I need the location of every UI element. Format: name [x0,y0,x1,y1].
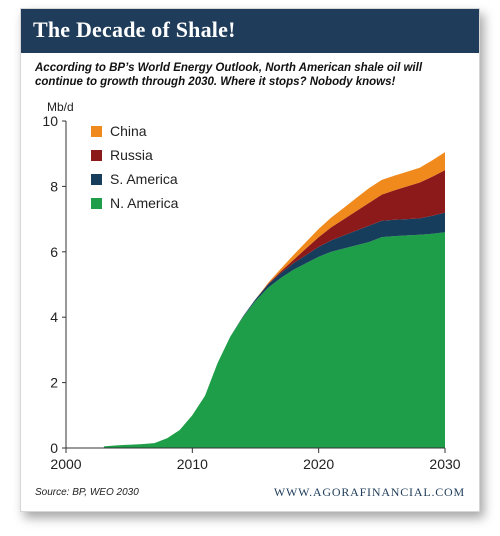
title-banner: The Decade of Shale! [21,9,479,53]
y-tick-label: 4 [50,309,58,325]
legend-label: Russia [110,147,153,163]
area-series-n-america [103,232,446,448]
legend-swatch [91,126,102,137]
y-axis-label: Mb/d [47,100,74,114]
chart-card: The Decade of Shale! According to BP’s W… [20,8,480,512]
legend-swatch [91,198,102,209]
legend-swatch [91,150,102,161]
page-title: The Decade of Shale! [33,17,236,42]
y-tick-label: 6 [50,244,58,260]
area-series-russia [103,170,446,447]
source-note: Source: BP, WEO 2030 [35,487,139,498]
y-tick-label: 2 [50,375,58,391]
website-link[interactable]: WWW.AGORAFINANCIAL.COM [273,485,465,499]
x-tick-label: 2010 [177,456,208,472]
legend-swatch [91,174,102,185]
y-tick-label: 8 [50,178,58,194]
legend-label: China [110,123,147,139]
area-chart: 0 2 4 6 8 10 2000 2010 2020 2030 Mb/d China Russia S.… [42,100,460,472]
legend-label: S. America [110,171,178,187]
area-series-china [103,152,446,447]
x-tick-label: 2020 [303,456,334,472]
y-tick-label: 10 [42,113,58,129]
x-tick-label: 2030 [429,456,460,472]
y-tick-label: 0 [50,440,58,456]
legend-label: N. America [110,195,179,211]
chart-subtitle: According to BP’s World Energy Outlook, … [35,62,423,88]
x-tick-label: 2000 [50,456,81,472]
